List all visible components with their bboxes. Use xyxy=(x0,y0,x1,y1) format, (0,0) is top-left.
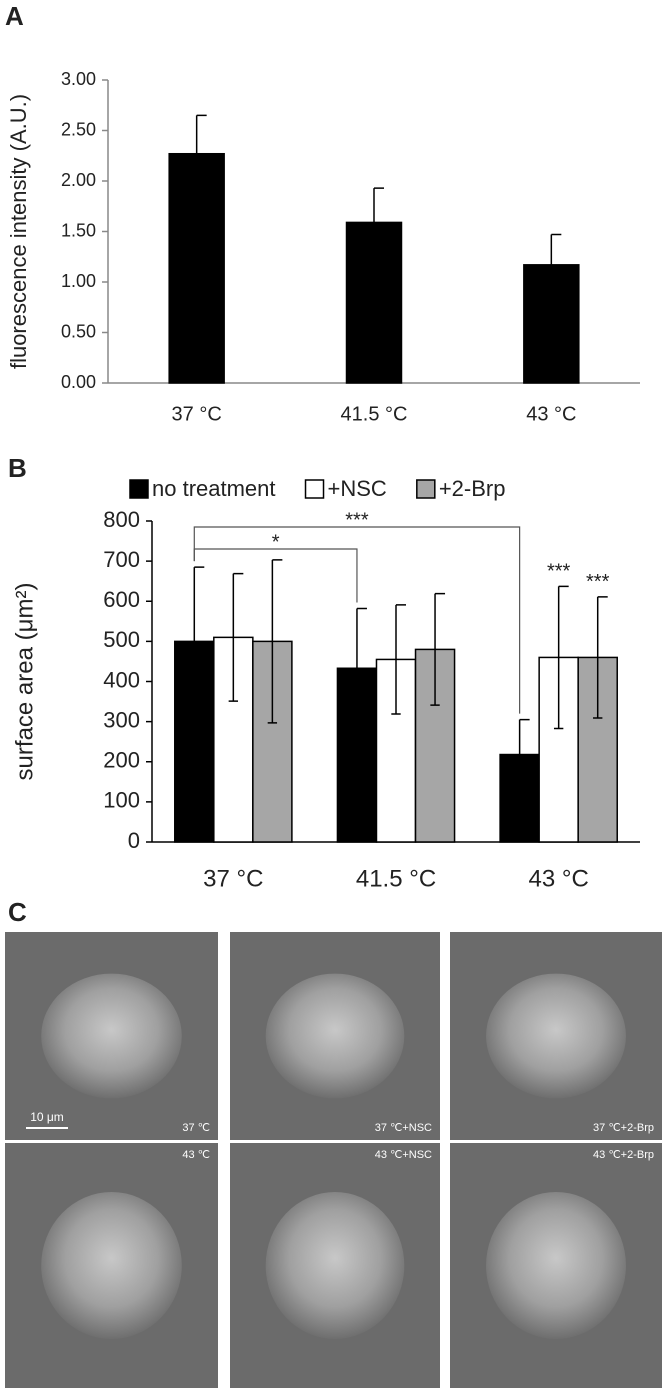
y-tick-label: 500 xyxy=(103,627,140,652)
y-tick-label: 800 xyxy=(103,507,140,532)
x-tick-label: 37 °C xyxy=(203,865,263,892)
micrograph-caption: 37 ℃ xyxy=(182,1122,210,1134)
y-tick-label: 600 xyxy=(103,587,140,612)
cell xyxy=(265,1192,405,1339)
y-axis-label: surface area (μm²) xyxy=(11,583,38,781)
significance-bracket xyxy=(193,548,358,603)
error-bar xyxy=(514,718,530,791)
x-tick-label: 41.5 °C xyxy=(356,865,436,892)
error-bar xyxy=(228,572,244,702)
cell xyxy=(41,973,182,1099)
error-bar xyxy=(553,585,569,730)
significance-label: *** xyxy=(345,509,369,531)
micrograph-caption: 37 ℃+2-Brp xyxy=(593,1122,654,1134)
x-tick-label: 37 °C xyxy=(172,403,222,425)
error-bar xyxy=(593,596,608,719)
y-tick-label: 200 xyxy=(103,748,140,773)
significance-bracket xyxy=(193,526,521,714)
y-tick-label: 2.50 xyxy=(61,119,96,139)
x-tick-label: 43 °C xyxy=(529,865,589,892)
significance-label: * xyxy=(272,531,280,553)
cell xyxy=(486,1192,626,1339)
y-tick-label: 400 xyxy=(103,667,140,692)
micrograph: 43 ℃ xyxy=(5,1143,218,1388)
y-tick-label: 0.00 xyxy=(61,372,96,392)
micrograph-caption: 43 ℃ xyxy=(182,1149,210,1161)
y-tick-label: 2.00 xyxy=(61,170,96,190)
legend-swatch xyxy=(129,479,149,499)
cell xyxy=(265,973,405,1099)
error-bar xyxy=(352,607,367,729)
error-bar xyxy=(189,566,205,717)
y-tick-label: 0 xyxy=(128,828,140,853)
micrograph: 43 ℃+NSC xyxy=(230,1143,440,1388)
error-bar xyxy=(373,187,384,257)
y-tick-label: 1.00 xyxy=(61,271,96,291)
error-bar xyxy=(430,592,446,706)
micrograph: 37 ℃+NSC xyxy=(230,932,440,1140)
panel-label: C xyxy=(8,897,27,927)
y-tick-label: 700 xyxy=(103,547,140,572)
legend-swatch xyxy=(416,479,436,499)
significance-label: *** xyxy=(586,571,610,593)
legend-label: +NSC xyxy=(328,476,387,501)
y-tick-label: 0.50 xyxy=(61,321,96,341)
panel-label: A xyxy=(5,1,24,31)
y-tick-label: 1.50 xyxy=(61,220,96,240)
micrograph: 43 ℃+2-Brp xyxy=(450,1143,662,1388)
y-tick-label: 3.00 xyxy=(61,69,96,89)
error-bar xyxy=(267,559,283,724)
micrograph-caption: 37 ℃+NSC xyxy=(375,1122,432,1134)
significance-label: *** xyxy=(547,561,571,583)
legend-label: +2-Brp xyxy=(439,476,506,501)
y-axis-label: fluorescence intensity (A.U.) xyxy=(6,94,31,369)
panel-label: B xyxy=(8,453,27,483)
micrograph: 37 ℃+2-Brp xyxy=(450,932,662,1140)
x-tick-label: 41.5 °C xyxy=(341,403,408,425)
micrograph-caption: 43 ℃+2-Brp xyxy=(593,1149,654,1161)
y-tick-label: 300 xyxy=(103,707,140,732)
cell xyxy=(486,973,626,1099)
x-tick-label: 43 °C xyxy=(526,403,576,425)
micrograph: 37 ℃ xyxy=(5,932,218,1140)
scale-bar-label: 10 μm xyxy=(30,1110,64,1124)
y-tick-label: 100 xyxy=(103,788,140,813)
micrograph-caption: 43 ℃+NSC xyxy=(375,1149,432,1161)
legend-swatch xyxy=(304,479,325,499)
error-bar xyxy=(550,233,562,296)
cell xyxy=(41,1192,182,1339)
error-bar xyxy=(195,114,207,193)
legend-label: no treatment xyxy=(152,476,276,501)
error-bar xyxy=(391,604,406,715)
